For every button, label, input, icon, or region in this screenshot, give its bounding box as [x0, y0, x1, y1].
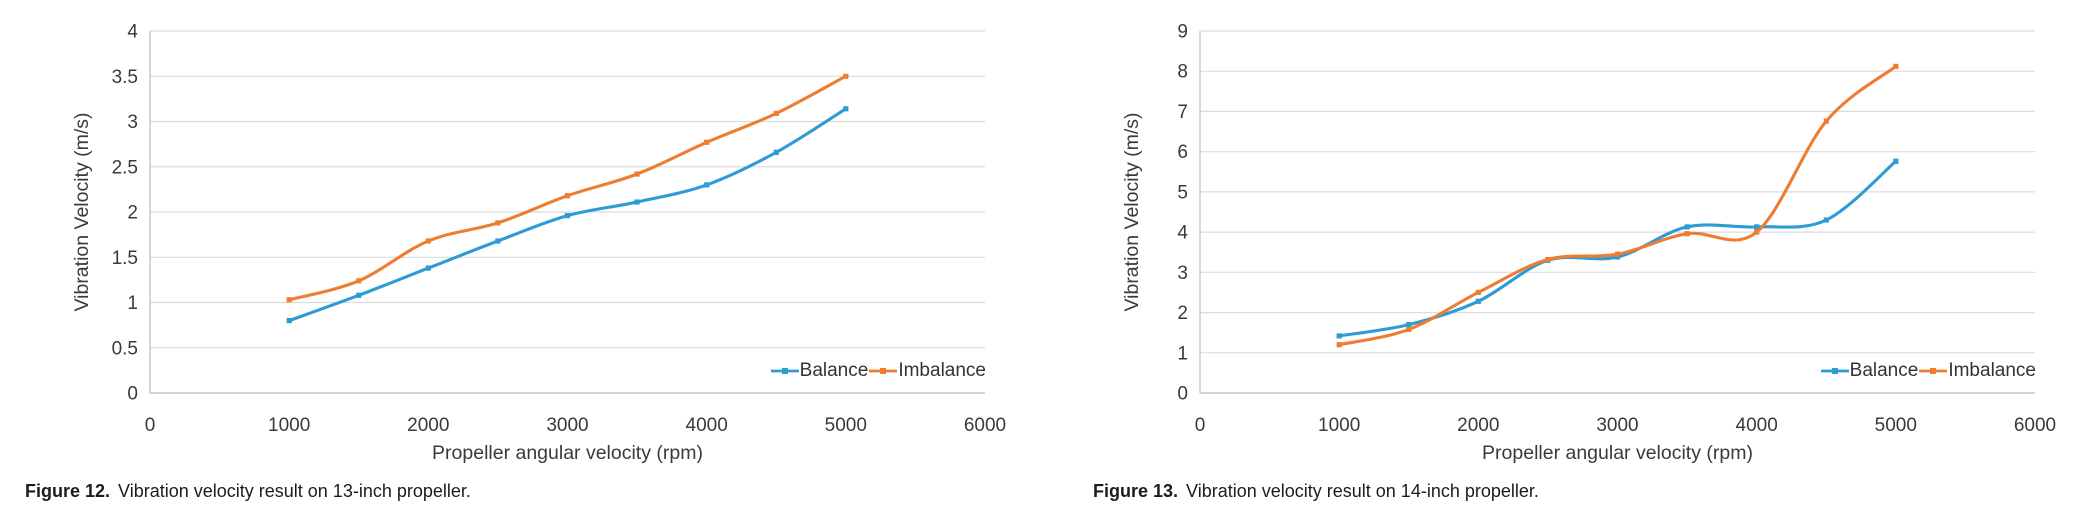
y-tick-label: 7 — [1177, 102, 1188, 123]
y-tick-label: 0.5 — [112, 338, 138, 359]
y-tick-label: 9 — [1177, 22, 1188, 43]
figure-13-caption-text: Vibration velocity result on 14-inch pro… — [1186, 481, 1539, 501]
y-tick-label: 5 — [1177, 182, 1188, 203]
data-marker-balance — [564, 213, 571, 219]
legend-marker-imbalance-icon — [869, 365, 898, 377]
data-marker-imbalance — [1406, 326, 1412, 332]
x-tick-label: 5000 — [1875, 415, 1917, 436]
data-marker-balance — [1336, 333, 1342, 339]
figure-12: 0 0.5 1 1.5 2 2.5 3 3.5 4 0 1000 2000 3000 4000 5000 60… — [0, 22, 1050, 502]
data-marker-balance — [495, 238, 501, 244]
y-tick-label: 1.5 — [112, 248, 138, 269]
x-tick-label: 4000 — [686, 415, 728, 436]
data-marker-imbalance — [1336, 342, 1342, 348]
y-tick-label: 3 — [1177, 263, 1188, 284]
x-tick-label: 6000 — [2014, 415, 2056, 436]
data-marker-imbalance — [286, 297, 292, 303]
legend-label-imbalance: Imbalance — [898, 360, 986, 381]
data-marker-balance — [773, 149, 779, 155]
data-marker-balance — [843, 106, 849, 112]
data-marker-imbalance — [1754, 229, 1760, 235]
figure-12-caption-label: Figure 12. — [25, 481, 111, 501]
data-marker-balance — [1823, 217, 1829, 223]
data-marker-imbalance — [704, 139, 710, 145]
series-line-imbalance — [287, 74, 848, 302]
y-tick-label: 1 — [1177, 343, 1188, 364]
data-marker-balance — [286, 318, 292, 324]
data-marker-imbalance — [1475, 289, 1481, 295]
data-marker-imbalance — [356, 278, 362, 284]
figure-13: 0 1 2 3 4 5 6 7 8 9 0 1000 2000 3000 4000 5000 6000 Vibra… — [1050, 0, 2100, 519]
data-marker-balance — [1893, 158, 1899, 164]
x-tick-label: 1000 — [268, 415, 310, 436]
data-marker-balance — [356, 292, 362, 298]
data-marker-balance — [704, 182, 710, 188]
y-tick-label: 6 — [1177, 142, 1188, 163]
data-marker-imbalance — [1823, 118, 1829, 124]
y-tick-label: 2.5 — [112, 157, 138, 178]
data-marker-imbalance — [564, 193, 571, 199]
data-marker-imbalance — [1614, 251, 1621, 257]
figure-13-legend: Balance Imbalance — [1820, 360, 2036, 382]
y-tick-label: 3 — [127, 112, 138, 133]
data-marker-imbalance — [1545, 256, 1551, 263]
figure-12-chart: 0 0.5 1 1.5 2 2.5 3 3.5 4 0 1000 2000 3000 4000 5000 60… — [71, 22, 1006, 465]
x-tick-label: 0 — [1195, 415, 1206, 436]
data-marker-imbalance — [843, 73, 849, 79]
series-line-balance — [1337, 159, 1898, 338]
x-tick-label: 3000 — [1596, 415, 1638, 436]
y-tick-label: 0 — [127, 384, 138, 405]
legend-label-balance: Balance — [799, 360, 869, 381]
x-tick-label: 0 — [145, 415, 156, 436]
y-tick-label: 8 — [1177, 62, 1188, 83]
x-tick-label: 5000 — [825, 415, 867, 436]
legend-label-balance: Balance — [1849, 360, 1919, 381]
figure-13-chart: 0 1 2 3 4 5 6 7 8 9 0 1000 2000 3000 4000 5000 6000 Vibra… — [1121, 22, 2056, 465]
x-tick-label: 1000 — [1318, 415, 1360, 436]
data-marker-imbalance — [425, 238, 431, 244]
data-marker-balance — [1475, 298, 1481, 304]
figure-13-caption-label: Figure 13. — [1093, 481, 1179, 501]
x-tick-label: 4000 — [1736, 415, 1778, 436]
legend-label-imbalance: Imbalance — [1948, 360, 2036, 381]
legend-marker-balance-icon — [1820, 365, 1849, 377]
data-marker-balance — [1406, 322, 1412, 328]
y-tick-label: 4 — [1177, 223, 1188, 244]
figure-12-legend: Balance Imbalance — [770, 360, 986, 382]
data-marker-imbalance — [773, 110, 779, 116]
y-tick-label: 4 — [127, 22, 138, 43]
data-marker-balance — [1614, 254, 1621, 260]
data-marker-balance — [634, 199, 640, 205]
y-axis-title: Vibration Velocity (m/s) — [1121, 112, 1143, 311]
y-tick-label: 1 — [127, 293, 138, 314]
data-marker-imbalance — [1893, 63, 1899, 69]
data-marker-balance — [1684, 224, 1690, 230]
x-axis-title: Propeller angular velocity (rpm) — [1482, 442, 1753, 464]
x-axis-title: Propeller angular velocity (rpm) — [432, 442, 703, 464]
x-tick-label: 2000 — [1457, 415, 1499, 436]
y-axis-title: Vibration Velocity (m/s) — [71, 112, 93, 311]
legend-marker-balance-icon — [770, 365, 799, 377]
figure-13-caption: Figure 13. Vibration velocity result on 1… — [1050, 481, 2100, 502]
x-tick-label: 6000 — [964, 415, 1006, 436]
data-marker-balance — [1754, 224, 1760, 230]
y-tick-label: 0 — [1177, 384, 1188, 405]
y-tick-label: 3.5 — [112, 67, 138, 88]
y-tick-label: 2 — [1177, 303, 1188, 324]
figure-12-caption-text: Vibration velocity result on 13-inch pro… — [118, 481, 471, 501]
data-marker-balance — [425, 265, 431, 271]
figure-12-caption: Figure 12. Vibration velocity result on 1… — [0, 481, 1050, 502]
data-marker-imbalance — [634, 171, 640, 177]
series-line-imbalance — [1337, 64, 1898, 347]
legend-marker-imbalance-icon — [1919, 365, 1948, 377]
data-marker-imbalance — [495, 220, 501, 226]
data-marker-imbalance — [1684, 231, 1690, 237]
x-tick-label: 2000 — [407, 415, 449, 436]
y-tick-label: 2 — [127, 203, 138, 224]
x-tick-label: 3000 — [546, 415, 588, 436]
